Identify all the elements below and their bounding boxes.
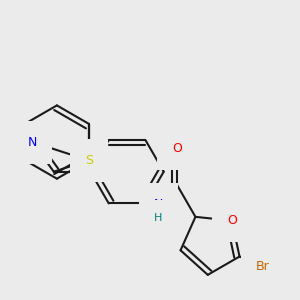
Text: Br: Br bbox=[256, 260, 270, 273]
Text: S: S bbox=[85, 154, 93, 167]
Text: N: N bbox=[28, 136, 37, 148]
Text: N: N bbox=[154, 198, 163, 211]
Text: O: O bbox=[227, 214, 237, 227]
Text: H: H bbox=[154, 213, 163, 223]
Text: O: O bbox=[172, 142, 182, 155]
